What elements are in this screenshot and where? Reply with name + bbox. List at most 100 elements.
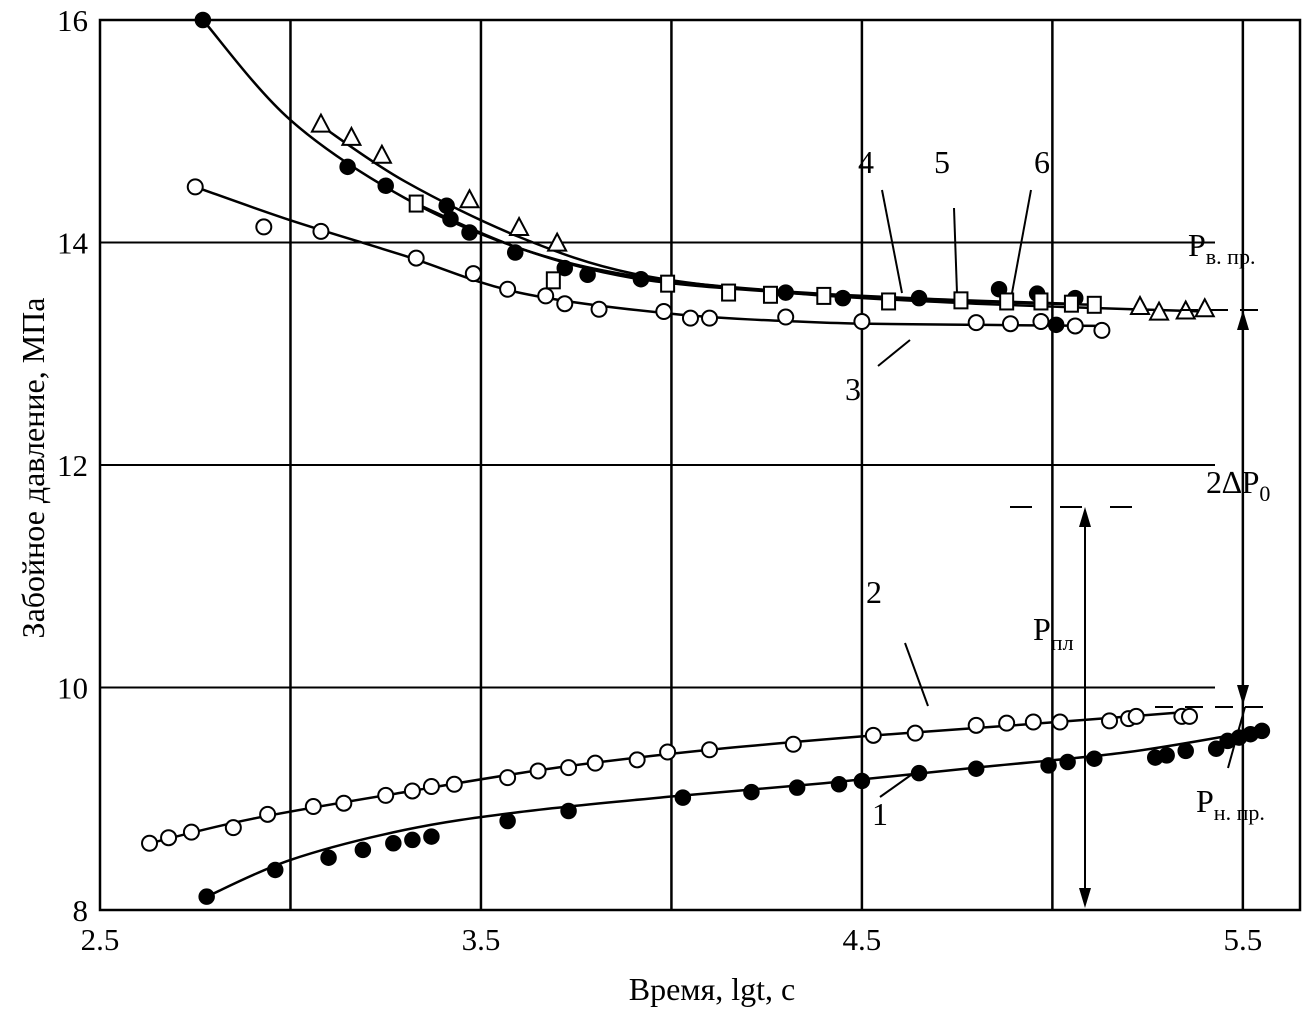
series-6-point [371, 143, 393, 164]
series-1-point [266, 861, 284, 879]
series-6-point [340, 125, 363, 146]
series-2-point [259, 805, 277, 823]
series-3-point [499, 280, 517, 298]
series-5-point [881, 292, 897, 311]
series-3-point [556, 295, 574, 313]
series-4-point [1047, 316, 1065, 334]
y-tick-label: 16 [57, 3, 88, 38]
grid-lines [100, 19, 1245, 910]
series-1-point [967, 760, 985, 777]
series-1-point [1086, 750, 1103, 767]
series-3-point [701, 309, 719, 327]
svg-text:3: 3 [845, 371, 861, 407]
x-tick-label: 5.5 [1223, 922, 1262, 957]
series-2-point [586, 754, 604, 772]
series-2-point [377, 786, 395, 804]
series-6-point [1148, 300, 1170, 321]
series-2-point [335, 794, 353, 812]
series-1-point [1207, 740, 1225, 757]
series-5-point [762, 285, 778, 304]
series-2-point [906, 724, 924, 742]
svg-text:6: 6 [1034, 144, 1050, 180]
series-3-point [1066, 317, 1084, 335]
series-6-point [1194, 297, 1216, 318]
formation-pressure-arrow [1079, 507, 1091, 908]
series-6-point [508, 215, 530, 237]
series-5-point [408, 194, 424, 213]
series-3-point [255, 218, 273, 236]
series-5-point [999, 292, 1015, 311]
series-5-point [1086, 295, 1102, 314]
curve-label-3: 3 [845, 339, 911, 407]
series-3-point [312, 222, 330, 240]
series-6-point [546, 231, 568, 252]
series-3-point [464, 265, 482, 283]
series-5-point [1033, 292, 1049, 311]
series-5-point [816, 286, 832, 305]
x-tick-label: 4.5 [843, 922, 882, 957]
series-4-point [910, 289, 928, 307]
curve-label-5: 5 [934, 144, 958, 294]
series-2-point [1181, 707, 1199, 725]
curve-label-4: 4 [858, 144, 903, 294]
series-2-point [224, 819, 242, 837]
series-5-point [1063, 294, 1079, 313]
series-1-point [788, 779, 806, 796]
upper-pressure-label: Pв. пр. [1188, 227, 1255, 269]
series-2-point [1127, 707, 1145, 725]
series-2-point [560, 759, 578, 777]
series-2-point [659, 743, 677, 761]
series-3-point [967, 314, 985, 332]
plot-frame [98, 18, 1302, 912]
series-3-point [853, 312, 871, 330]
series-1-point [1040, 757, 1057, 774]
series-1-point [385, 835, 402, 852]
series-3-point [590, 300, 608, 318]
series-2-point [445, 775, 463, 793]
series-2-point [1101, 712, 1119, 730]
lower-pressure-label: Pн. пр. [1196, 783, 1265, 825]
series-6-point [310, 112, 332, 133]
series-1-point [198, 888, 215, 905]
series-3-point [777, 308, 795, 326]
series-4-point [442, 210, 459, 228]
series-1-point [830, 776, 848, 793]
series-2-point [784, 735, 802, 753]
formation-pressure-label: Pпл [1033, 611, 1074, 655]
delta-pressure-label: 2∆P0 [1206, 464, 1270, 506]
series-1-point [499, 812, 516, 830]
svg-text:4: 4 [858, 144, 874, 180]
series-4-point [579, 266, 596, 284]
series-2-point [304, 798, 322, 816]
series-2-point [1024, 713, 1042, 731]
series-5-point [953, 291, 969, 310]
series-2-point [967, 716, 985, 734]
series-1-point [320, 849, 337, 866]
series-2-point [182, 823, 200, 841]
series-3-point [1001, 315, 1019, 333]
series-1-point [1158, 747, 1175, 764]
series-4-point [461, 224, 478, 241]
series-1-point [354, 841, 372, 859]
series-5-point [660, 274, 676, 293]
y-tick-label: 10 [57, 671, 88, 706]
series-1-point [404, 831, 421, 849]
series-4-point [339, 158, 356, 176]
series-1-point [1059, 753, 1076, 771]
svg-text:2: 2 [866, 574, 882, 610]
svg-text:1: 1 [872, 796, 888, 832]
y-tick-label: 12 [57, 448, 88, 483]
curve-label-6: 6 [1011, 144, 1050, 294]
series-2-point [141, 834, 159, 852]
x-tick-label: 2.5 [81, 922, 120, 957]
series-1-point [1177, 742, 1194, 760]
series-3-point [1032, 312, 1050, 330]
series-2-point [160, 829, 178, 847]
series-2-point [529, 762, 547, 780]
series-2-curve [149, 710, 1186, 845]
x-axis-label: Время, lgt, с [629, 971, 796, 1007]
series-1-point [853, 772, 871, 790]
series-5-point [545, 271, 561, 290]
series-1-curve [206, 728, 1263, 898]
